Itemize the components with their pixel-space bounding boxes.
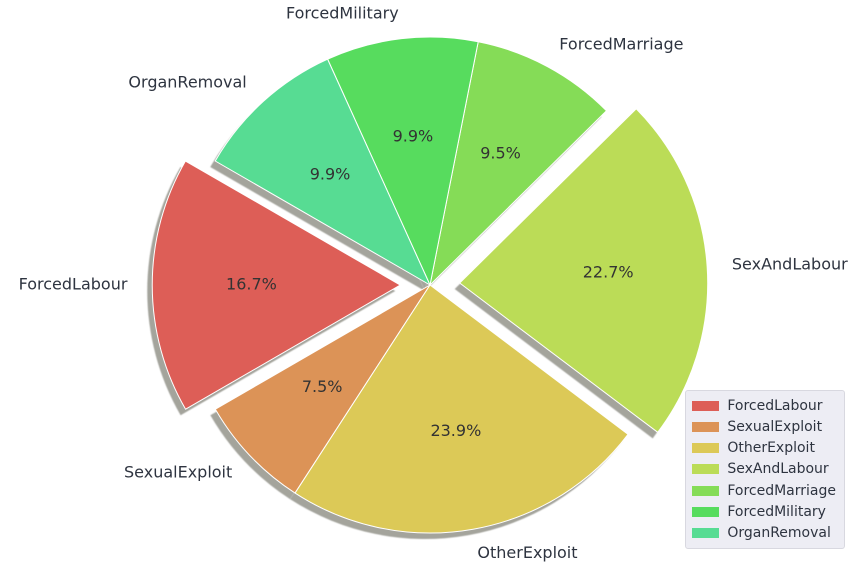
slice-label-other-exploit: OtherExploit xyxy=(477,543,577,562)
slice-pct-organ-removal: 9.9% xyxy=(310,164,351,183)
legend: ForcedLabour SexualExploit OtherExploit Sex… xyxy=(685,389,845,549)
legend-item-other-exploit: OtherExploit xyxy=(692,438,836,459)
legend-label-forced-labour: ForcedLabour xyxy=(727,397,823,414)
legend-label-organ-removal: OrganRemoval xyxy=(727,525,831,542)
legend-label-other-exploit: OtherExploit xyxy=(727,440,815,457)
legend-item-forced-military: ForcedMilitary xyxy=(692,501,836,522)
legend-label-sexual-exploit: SexualExploit xyxy=(727,418,823,435)
legend-swatch-forced-marriage xyxy=(692,485,720,496)
legend-swatch-sex-and-labour xyxy=(692,464,720,475)
slice-pct-sexual-exploit: 7.5% xyxy=(302,377,343,396)
legend-label-forced-marriage: ForcedMarriage xyxy=(727,482,836,499)
slice-pct-other-exploit: 23.9% xyxy=(430,421,481,440)
legend-label-forced-military: ForcedMilitary xyxy=(727,504,826,521)
slice-sexual-exploit xyxy=(214,284,431,494)
slice-label-organ-removal: OrganRemoval xyxy=(128,72,246,91)
slice-pct-forced-marriage: 9.5% xyxy=(480,143,521,162)
legend-item-sex-and-labour: SexAndLabour xyxy=(692,459,836,480)
legend-item-sexual-exploit: SexualExploit xyxy=(692,416,836,437)
slice-label-sexual-exploit: SexualExploit xyxy=(124,462,232,481)
slice-organ-removal xyxy=(214,58,431,286)
slice-sex-and-labour xyxy=(459,108,709,433)
legend-item-forced-labour: ForcedLabour xyxy=(692,395,836,416)
slice-pct-sex-and-labour: 22.7% xyxy=(583,263,634,282)
slice-label-sex-and-labour: SexAndLabour xyxy=(732,254,848,273)
legend-swatch-sexual-exploit xyxy=(692,421,720,432)
slice-pct-forced-labour: 16.7% xyxy=(226,275,277,294)
legend-item-forced-marriage: ForcedMarriage xyxy=(692,480,836,501)
legend-swatch-forced-military xyxy=(692,507,720,518)
slices xyxy=(151,36,709,534)
slice-label-forced-military: ForcedMilitary xyxy=(286,4,399,23)
slice-labels: ForcedLabour 16.7% SexualExploit 7.5% OtherE… xyxy=(19,4,849,563)
slice-label-forced-labour: ForcedLabour xyxy=(19,275,128,294)
legend-swatch-organ-removal xyxy=(692,528,720,539)
slice-forced-military xyxy=(327,36,479,286)
slice-forced-labour xyxy=(151,160,401,410)
slice-other-exploit xyxy=(294,284,629,534)
legend-swatch-other-exploit xyxy=(692,443,720,454)
legend-item-organ-removal: OrganRemoval xyxy=(692,523,836,544)
legend-swatch-forced-labour xyxy=(692,400,720,411)
slice-pct-forced-military: 9.9% xyxy=(393,127,434,146)
slice-forced-marriage xyxy=(429,41,608,286)
legend-label-sex-and-labour: SexAndLabour xyxy=(727,461,829,478)
slice-label-forced-marriage: ForcedMarriage xyxy=(559,34,683,53)
